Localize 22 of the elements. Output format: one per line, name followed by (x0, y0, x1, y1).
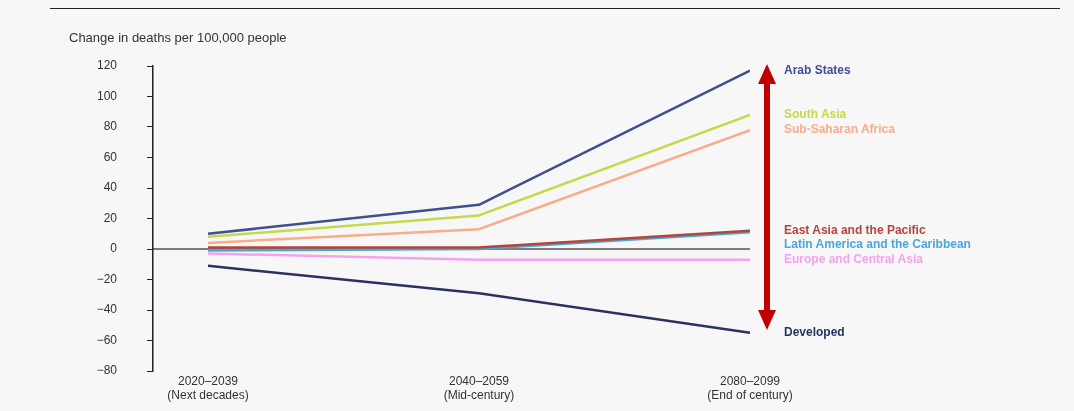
y-tick-label: −60 (96, 332, 118, 347)
text: Latin America and the Caribbean (784, 237, 971, 252)
text: East Asia and the Pacific (784, 223, 926, 238)
y-tick-label: 80 (103, 119, 118, 134)
y-tick-label: −40 (96, 302, 118, 317)
y-tick-label: 20 (103, 210, 118, 225)
y-tick-label: −20 (96, 271, 118, 286)
text: Sub-Saharan Africa (784, 122, 896, 137)
x-tick-label: 2080–2099 (End of century) (707, 373, 793, 402)
y-tick-label: 0 (110, 241, 118, 256)
text: Europe and Central Asia (784, 251, 924, 266)
y-tick-label: −80 (96, 363, 118, 378)
text: Arab States (784, 62, 852, 77)
x-tick-label: 2040–2059 (Mid-century) (443, 373, 515, 402)
y-tick-label: 100 (96, 88, 118, 103)
y-tick-label: 40 (103, 180, 118, 195)
y-tick-label: 120 (96, 58, 118, 73)
text: Developed (784, 325, 845, 340)
y-tick-label: 60 (103, 149, 118, 164)
text: South Asia (784, 107, 847, 122)
y-axis-title: Change in deaths per 100,000 people (69, 29, 287, 45)
x-tick-label: 2020–2039 (Next decades) (167, 373, 249, 402)
